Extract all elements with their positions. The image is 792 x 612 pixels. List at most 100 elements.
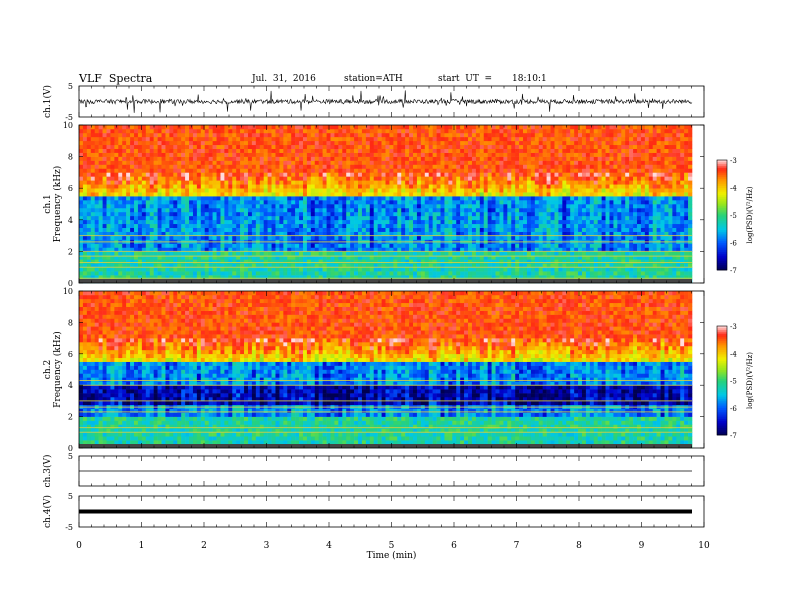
- spectrogram-cell: [428, 231, 433, 236]
- spectrogram-cell: [255, 188, 261, 193]
- spectrogram-cell: [141, 223, 147, 228]
- spectrogram-cell: [428, 160, 433, 165]
- spectrogram-cell: [503, 172, 508, 177]
- spectrogram-cell: [200, 207, 206, 213]
- spectrogram-cell: [413, 223, 418, 228]
- spectrogram-cell: [342, 196, 347, 201]
- spectrogram-cell: [570, 196, 575, 201]
- spectrogram-cell: [283, 259, 288, 264]
- spectrogram-cell: [389, 192, 394, 197]
- spectrogram-cell: [247, 255, 253, 260]
- spectrogram-cell: [585, 176, 591, 181]
- spectrogram-cell: [448, 204, 453, 209]
- spectrogram-cell: [94, 164, 99, 169]
- spectrogram-cell: [310, 223, 316, 228]
- spectrogram-cell: [145, 156, 151, 161]
- spectrogram-cell: [216, 223, 221, 228]
- spectrogram-cell: [322, 275, 327, 280]
- spectrogram-cell: [416, 215, 422, 221]
- spectrogram-cell: [684, 263, 689, 268]
- spectrogram-cell: [652, 200, 657, 205]
- spectrogram-cell: [314, 184, 319, 189]
- spectrogram-cell: [507, 255, 512, 260]
- spectrogram-cell: [428, 219, 433, 225]
- spectrogram-cell: [409, 204, 414, 209]
- spectrogram-cell: [357, 223, 363, 228]
- spectrogram-cell: [157, 192, 162, 197]
- spectrogram-cell: [247, 271, 253, 276]
- spectrogram-cell: [515, 192, 520, 197]
- spectrogram-cell: [676, 259, 681, 264]
- spectrogram-cell: [479, 247, 485, 252]
- spectrogram-cell: [255, 227, 261, 232]
- spectrogram-cell: [471, 164, 477, 169]
- spectrogram-cell: [530, 267, 536, 272]
- spectrogram-cell: [405, 259, 410, 264]
- spectrogram-cell: [468, 164, 473, 169]
- spectrogram-cell: [110, 231, 115, 236]
- spectrogram-cell: [452, 255, 457, 260]
- spectrogram-cell: [189, 219, 194, 225]
- spectrogram-cell: [566, 184, 571, 189]
- spectrogram-cell: [118, 271, 123, 276]
- spectrogram-cell: [519, 211, 524, 217]
- spectrogram-cell: [322, 180, 327, 185]
- spectrogram-cell: [633, 259, 638, 264]
- spectrogram-cell: [326, 215, 331, 221]
- spectrogram-cell: [448, 267, 453, 272]
- spectrogram-cell: [287, 247, 292, 252]
- spectrogram-cell: [79, 247, 84, 252]
- spectrogram-cell: [656, 223, 661, 228]
- spectrogram-cell: [688, 204, 693, 209]
- spectrogram-cell: [432, 204, 437, 209]
- spectrogram-cell: [578, 156, 583, 161]
- spectrogram-cell: [122, 192, 127, 197]
- spectrogram-cell: [436, 255, 441, 260]
- spectrogram-cell: [448, 156, 453, 161]
- spectrogram-cell: [157, 168, 162, 173]
- spectrogram-cell: [487, 192, 492, 197]
- spectrogram-cell: [377, 275, 382, 280]
- spectrogram-cell: [334, 275, 339, 280]
- spectrogram-cell: [688, 211, 693, 217]
- spectrogram-cell: [314, 160, 319, 165]
- spectrogram-cell: [220, 156, 225, 161]
- spectrogram-cell: [440, 219, 445, 225]
- spectrogram-cell: [464, 164, 469, 169]
- spectrogram-cell: [640, 255, 646, 260]
- spectrogram-cell: [546, 267, 551, 272]
- spectrogram-cell: [236, 271, 241, 276]
- spectrogram-cell: [656, 263, 661, 268]
- spectrogram-cell: [405, 184, 410, 189]
- spectrogram-cell: [542, 180, 547, 185]
- spectrogram-cell: [605, 223, 610, 228]
- spectrogram-cell: [153, 196, 158, 201]
- spectrogram-cell: [593, 192, 598, 197]
- spectrogram-cell: [279, 263, 284, 268]
- spectrogram-cell: [491, 227, 496, 232]
- spectrogram-cell: [181, 227, 186, 232]
- spectrogram-cell: [621, 263, 626, 268]
- spectrogram-cell: [200, 263, 206, 268]
- spectrogram-cell: [86, 164, 92, 169]
- spectrogram-cell: [373, 168, 378, 173]
- spectrogram-cell: [468, 176, 473, 181]
- spectrogram-cell: [204, 168, 209, 173]
- spectrogram-cell: [652, 160, 657, 165]
- spectrogram-cell: [460, 207, 465, 213]
- spectrogram-cell: [416, 271, 422, 276]
- spectrogram-cell: [680, 211, 685, 217]
- spectrogram-cell: [550, 168, 555, 173]
- spectrogram-cell: [306, 156, 312, 161]
- spectrogram-cell: [228, 168, 233, 173]
- spectrogram-cell: [94, 192, 99, 197]
- spectrogram-cell: [676, 192, 681, 197]
- spectrogram-cell: [122, 184, 127, 189]
- spectrogram-cell: [444, 251, 449, 256]
- spectrogram-cell: [566, 271, 571, 276]
- spectrogram-cell: [287, 204, 292, 209]
- spectrogram-cell: [574, 215, 579, 221]
- spectrogram-cell: [149, 204, 154, 209]
- spectrogram-cell: [192, 168, 198, 173]
- spectrogram-cell: [271, 215, 276, 221]
